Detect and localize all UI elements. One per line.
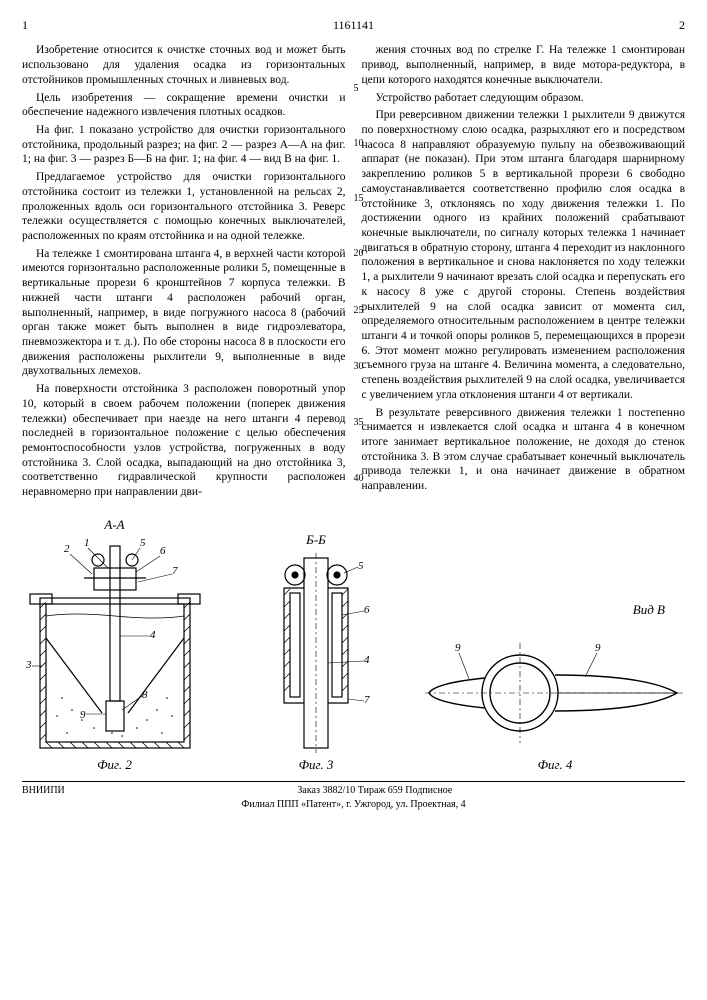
line-num: 30 bbox=[354, 361, 364, 374]
footer-mid: Заказ 3882/10 Тираж 659 Подписное bbox=[297, 785, 452, 798]
svg-text:9: 9 bbox=[80, 709, 86, 721]
fig3-label: Фиг. 3 bbox=[246, 757, 386, 774]
page-num-right: 2 bbox=[679, 18, 685, 33]
fig4-svg: 9 9 bbox=[425, 623, 685, 753]
figures-row: А-А bbox=[22, 517, 685, 773]
line-num: 10 bbox=[354, 138, 364, 151]
footer-line2: Филиал ППП «Патент», г. Ужгород, ул. Про… bbox=[22, 799, 685, 812]
svg-text:7: 7 bbox=[364, 694, 370, 706]
svg-text:4: 4 bbox=[150, 629, 156, 641]
fig4-label: Фиг. 4 bbox=[425, 757, 685, 774]
svg-text:6: 6 bbox=[160, 545, 166, 557]
para: На фиг. 1 показано устройство для очистк… bbox=[22, 123, 346, 167]
para: На поверхности отстойника 3 расположен п… bbox=[22, 382, 346, 500]
para: Изобретение относится к очистке сточных … bbox=[22, 43, 346, 87]
figure-4: Вид В 9 9 Фиг. 4 bbox=[425, 602, 685, 773]
svg-text:9: 9 bbox=[595, 642, 601, 654]
svg-text:6: 6 bbox=[364, 604, 370, 616]
svg-text:7: 7 bbox=[172, 565, 178, 577]
para: жения сточных вод по стрелке Г. На тележ… bbox=[362, 43, 686, 87]
figure-3: Б-Б bbox=[246, 532, 386, 773]
fig2-svg: 2 1 5 6 7 4 8 9 3 bbox=[22, 538, 207, 753]
svg-text:9: 9 bbox=[455, 642, 461, 654]
para: В результате реверсивного движения тележ… bbox=[362, 406, 686, 494]
svg-text:5: 5 bbox=[358, 560, 364, 572]
fig2-label: Фиг. 2 bbox=[22, 757, 207, 774]
footer-org: ВНИИПИ bbox=[22, 785, 65, 798]
para: На тележке 1 смонтирована штанга 4, в ве… bbox=[22, 247, 346, 379]
figure-2: А-А bbox=[22, 517, 207, 773]
line-num: 15 bbox=[354, 193, 364, 206]
para: Предлагаемое устройство для очистки гори… bbox=[22, 170, 346, 244]
svg-text:5: 5 bbox=[140, 538, 146, 549]
line-num: 5 bbox=[354, 83, 359, 96]
svg-text:8: 8 bbox=[142, 689, 148, 701]
page-header: 1 1161141 2 bbox=[22, 18, 685, 33]
svg-text:3: 3 bbox=[25, 659, 32, 671]
page-num-left: 1 bbox=[22, 18, 28, 33]
svg-text:2: 2 bbox=[64, 543, 70, 555]
svg-text:4: 4 bbox=[364, 654, 370, 666]
column-right: жения сточных вод по стрелке Г. На тележ… bbox=[362, 43, 686, 503]
fig2-section-label: А-А bbox=[22, 517, 207, 534]
patent-number: 1161141 bbox=[333, 18, 374, 33]
line-num: 25 bbox=[354, 305, 364, 318]
fig3-section-label: Б-Б bbox=[246, 532, 386, 549]
line-num: 40 bbox=[354, 473, 364, 486]
fig4-section-label: Вид В bbox=[425, 602, 685, 619]
line-num: 20 bbox=[354, 248, 364, 261]
para: Устройство работает следующим образом. bbox=[362, 91, 686, 106]
footer-line1: ВНИИПИ Заказ 3882/10 Тираж 659 Подписное bbox=[22, 781, 685, 798]
text-columns: Изобретение относится к очистке сточных … bbox=[22, 43, 685, 503]
fig3-svg: 5 6 4 7 bbox=[246, 553, 386, 753]
svg-text:1: 1 bbox=[84, 538, 90, 549]
para: При реверсивном движении тележки 1 рыхли… bbox=[362, 108, 686, 402]
para: Цель изобретения — сокращение времени оч… bbox=[22, 91, 346, 120]
line-num: 35 bbox=[354, 417, 364, 430]
column-left: Изобретение относится к очистке сточных … bbox=[22, 43, 346, 503]
